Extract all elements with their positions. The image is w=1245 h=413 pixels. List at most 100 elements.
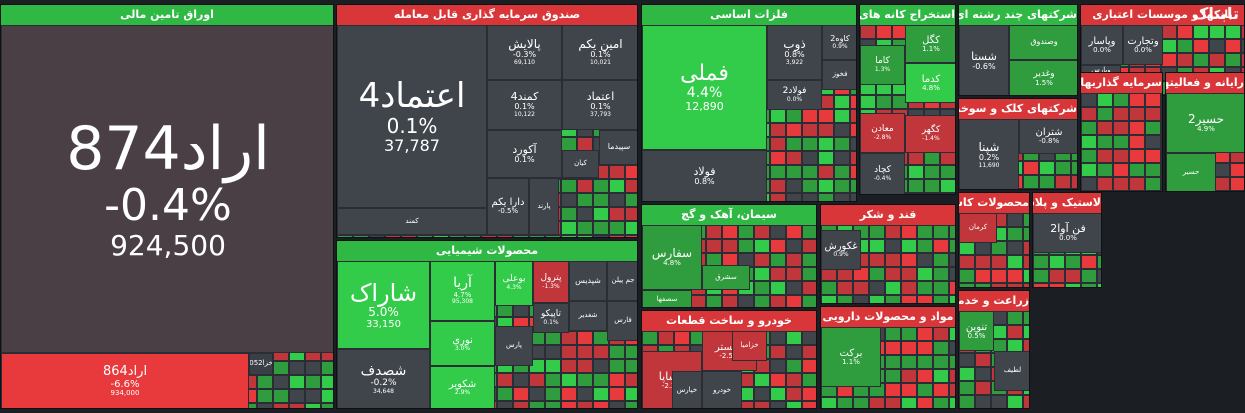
- minor-tile[interactable]: [1081, 255, 1097, 269]
- minor-tile[interactable]: [1081, 283, 1097, 287]
- minor-tile[interactable]: [625, 373, 637, 387]
- minor-tile[interactable]: [593, 345, 609, 359]
- stock-tile[interactable]: شصدف -0.2% 34,648: [337, 349, 430, 408]
- minor-tile[interactable]: [802, 225, 816, 239]
- minor-tile[interactable]: [577, 179, 593, 193]
- minor-tile[interactable]: [1049, 283, 1065, 287]
- minor-tile[interactable]: [991, 269, 1007, 283]
- minor-tile[interactable]: [924, 165, 940, 179]
- minor-tile[interactable]: [1023, 395, 1029, 408]
- minor-tile[interactable]: [975, 189, 991, 190]
- minor-tile[interactable]: [273, 375, 289, 389]
- minor-tile[interactable]: [885, 225, 901, 239]
- minor-tile[interactable]: [901, 341, 917, 355]
- minor-tile[interactable]: [513, 387, 529, 401]
- stock-tile[interactable]: شپدیس: [569, 261, 607, 301]
- minor-tile[interactable]: [738, 239, 754, 253]
- minor-tile[interactable]: [754, 225, 770, 239]
- minor-tile[interactable]: [933, 355, 949, 369]
- minor-tile[interactable]: [738, 295, 754, 307]
- minor-tile[interactable]: [901, 253, 917, 267]
- minor-tile[interactable]: [497, 373, 513, 387]
- minor-tile[interactable]: [561, 387, 577, 401]
- minor-tile[interactable]: [949, 383, 955, 397]
- minor-tile[interactable]: [901, 295, 917, 303]
- stock-tile[interactable]: شغدیر: [569, 301, 607, 331]
- minor-tile[interactable]: [305, 389, 321, 403]
- minor-tile[interactable]: [706, 295, 722, 307]
- minor-tile[interactable]: [577, 207, 593, 221]
- sector-11[interactable]: محصولات کاشی و سرامیک کرمان: [958, 192, 1030, 288]
- minor-tile[interactable]: [1129, 107, 1145, 121]
- minor-tile[interactable]: [770, 123, 786, 137]
- minor-tile[interactable]: [850, 95, 856, 109]
- minor-tile[interactable]: [754, 387, 770, 401]
- minor-tile[interactable]: [561, 373, 577, 387]
- minor-tile[interactable]: [1023, 227, 1029, 241]
- minor-tile[interactable]: [850, 151, 856, 165]
- minor-tile[interactable]: [1177, 53, 1193, 67]
- stock-tile[interactable]: آریا 4.7% 95,308: [430, 261, 495, 321]
- minor-tile[interactable]: [1081, 163, 1097, 177]
- minor-tile[interactable]: [949, 327, 955, 341]
- sector-8[interactable]: خودرو و ساخت قطعاتخساپا-2.2%خگستر-2.5%خز…: [641, 310, 817, 409]
- minor-tile[interactable]: [786, 151, 802, 165]
- minor-tile[interactable]: [1039, 161, 1055, 175]
- minor-tile[interactable]: [837, 295, 853, 303]
- minor-tile[interactable]: [1023, 213, 1029, 227]
- minor-tile[interactable]: [1161, 39, 1177, 53]
- stock-tile[interactable]: کمند4 0.1% 10,122: [487, 80, 562, 130]
- minor-tile[interactable]: [959, 269, 975, 283]
- minor-tile[interactable]: [1113, 121, 1129, 135]
- minor-tile[interactable]: [802, 109, 818, 123]
- minor-tile[interactable]: [850, 165, 856, 179]
- minor-tile[interactable]: [837, 397, 853, 408]
- minor-tile[interactable]: [706, 225, 722, 239]
- minor-tile[interactable]: [513, 373, 529, 387]
- sector-16[interactable]: سرمایه گذاریها: [1080, 72, 1163, 192]
- minor-tile[interactable]: [770, 165, 786, 179]
- minor-tile[interactable]: [577, 331, 593, 345]
- minor-tile[interactable]: [876, 95, 892, 109]
- minor-tile[interactable]: [1007, 395, 1023, 408]
- minor-tile[interactable]: [529, 387, 545, 401]
- minor-tile[interactable]: [786, 193, 802, 201]
- sector-header[interactable]: خودرو و ساخت قطعات: [642, 311, 816, 331]
- minor-tile[interactable]: [876, 25, 892, 39]
- minor-tile[interactable]: [1097, 177, 1113, 191]
- minor-tile[interactable]: [1055, 161, 1071, 175]
- stock-tile[interactable]: فن آوا2 0.0%: [1033, 213, 1101, 253]
- minor-tile[interactable]: [1145, 177, 1161, 191]
- minor-tile[interactable]: [625, 207, 637, 221]
- stock-tile[interactable]: کدما 4.8%: [905, 63, 955, 103]
- minor-tile[interactable]: [802, 165, 818, 179]
- minor-tile[interactable]: [834, 123, 850, 137]
- sector-10[interactable]: مواد و محصولات دارویی برکت 1.1%: [820, 306, 956, 409]
- minor-tile[interactable]: [901, 267, 917, 281]
- minor-tile[interactable]: [850, 137, 856, 151]
- minor-tile[interactable]: [991, 395, 1007, 408]
- stock-tile[interactable]: وصندوق: [1009, 25, 1077, 60]
- sector-header[interactable]: زراعت و خدمات وابسته: [959, 291, 1029, 311]
- minor-tile[interactable]: [933, 397, 949, 408]
- minor-tile[interactable]: [401, 235, 417, 237]
- minor-tile[interactable]: [1007, 325, 1023, 339]
- minor-tile[interactable]: [1113, 191, 1129, 192]
- minor-tile[interactable]: [1023, 241, 1029, 255]
- minor-tile[interactable]: [853, 295, 869, 303]
- minor-tile[interactable]: [975, 367, 991, 381]
- stock-tile[interactable]: خپارس: [672, 371, 702, 408]
- minor-tile[interactable]: [885, 383, 901, 397]
- minor-tile[interactable]: [1193, 39, 1209, 53]
- stock-tile[interactable]: امین یکم 0.1% 10,021: [562, 25, 637, 80]
- minor-tile[interactable]: [940, 179, 955, 193]
- sector-header[interactable]: مواد و محصولات دارویی: [821, 307, 955, 327]
- stock-tile[interactable]: جم پیلن: [607, 261, 637, 301]
- minor-tile[interactable]: [609, 179, 625, 193]
- minor-tile[interactable]: [257, 375, 273, 389]
- minor-tile[interactable]: [1113, 149, 1129, 163]
- minor-tile[interactable]: [917, 295, 933, 303]
- minor-tile[interactable]: [1161, 107, 1162, 121]
- minor-tile[interactable]: [1007, 255, 1023, 269]
- stock-tile[interactable]: فولاد 0.8%: [642, 150, 767, 201]
